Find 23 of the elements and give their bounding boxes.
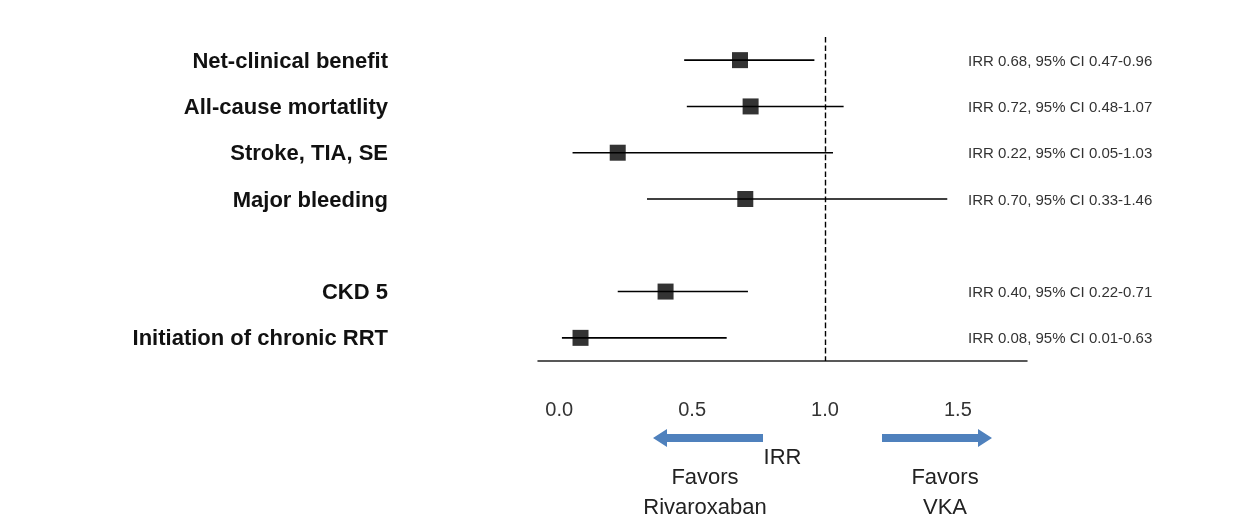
point (731, 52, 748, 69)
y-tick-label: Initiation of chronic RRT (132, 325, 389, 351)
y-tick-label: CKD 5 (321, 279, 388, 305)
point (657, 283, 674, 300)
point (609, 144, 626, 161)
data-label: IRR 0.70, 95% CI 0.33-1.46 (968, 190, 1153, 208)
y-tick-label: All-cause mortatlity (183, 93, 389, 119)
data-label: IRR 0.08, 95% CI 0.01-0.63 (968, 329, 1153, 347)
x-tick-label: 0.5 (678, 398, 707, 420)
y-tick-label: Major bleeding (232, 186, 388, 212)
data-label: IRR 0.40, 95% CI 0.22-0.71 (968, 283, 1153, 301)
text: Favors VKA (911, 463, 979, 521)
point (572, 329, 589, 346)
x-tick-label: 1.0 (811, 398, 839, 420)
data-label: IRR 0.68, 95% CI 0.47-0.96 (968, 51, 1153, 69)
y-tick-label: Stroke, TIA, SE (230, 140, 388, 166)
y-tick-label: Net-clinical benefit (192, 47, 389, 73)
data-label: IRR 0.22, 95% CI 0.05-1.03 (968, 144, 1153, 162)
x-tick-label: 1.5 (944, 398, 972, 420)
x-tick-label: 0.0 (545, 398, 574, 420)
data-label: IRR 0.72, 95% CI 0.48-1.07 (968, 97, 1153, 115)
point (742, 98, 759, 115)
point (737, 191, 754, 207)
